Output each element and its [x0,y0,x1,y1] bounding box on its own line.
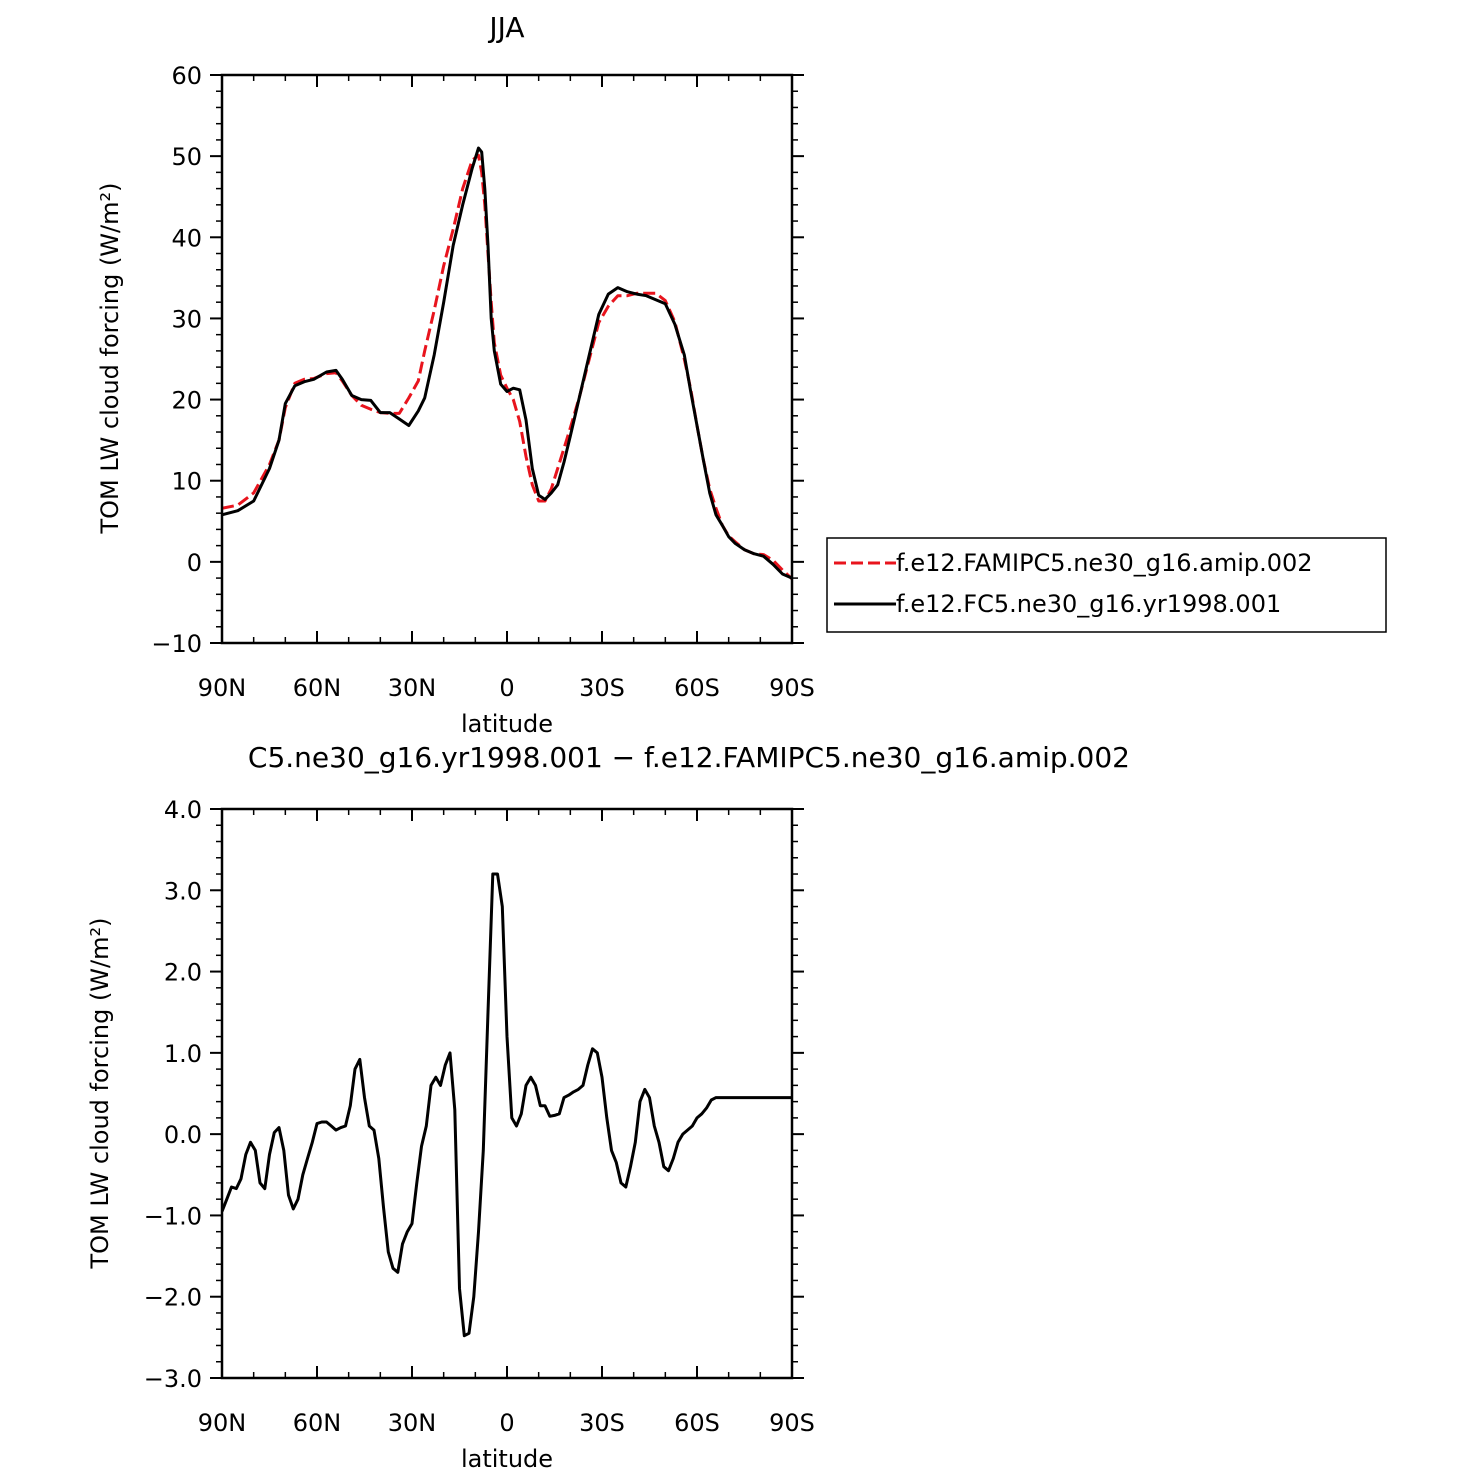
x-tick-label: 60N [293,1409,342,1437]
x-tick-label: 90N [198,674,247,702]
y-tick-label: 50 [171,143,202,171]
series-line-2 [222,146,792,580]
plot-frame [220,807,794,1380]
x-tick-label: 0 [499,674,514,702]
y-tick-label: 4.0 [164,796,202,824]
y-tick-label: 1.0 [164,1040,202,1068]
series-line-1 [222,153,792,580]
y-tick-label: −2.0 [144,1284,202,1312]
y-tick-label: 0 [187,549,202,577]
plot-frame [220,73,794,645]
legend-box [826,537,1387,633]
top-ylabel: TOM LW cloud forcing (W/m²) [96,183,124,535]
x-tick-label: 30S [579,1409,625,1437]
y-tick-label: 20 [171,387,202,415]
legend-label-fc5: f.e12.FC5.ne30_g16.yr1998.001 [896,590,1281,618]
y-tick-label: −3.0 [144,1365,202,1393]
bottom-xlabel: latitude [461,1445,553,1473]
x-tick-label: 30N [388,1409,437,1437]
top-xlabel: latitude [461,710,553,738]
top-title: JJA [487,11,524,44]
x-tick-label: 30N [388,674,437,702]
legend-label-amip: f.e12.FAMIPC5.ne30_g16.amip.002 [896,549,1313,577]
y-tick-label: −1.0 [144,1202,202,1230]
x-tick-label: 30S [579,674,625,702]
y-tick-label: 10 [171,468,202,496]
x-tick-label: 60N [293,674,342,702]
chart-2: 90N 60N 30N 0 30S 60S 90S 4.0 3.0 2.0 1.0 0.0 −1.0 −2… [144,796,815,1437]
y-tick-label: 2.0 [164,959,202,987]
series-line-1 [222,872,792,1338]
y-tick-label: 3.0 [164,877,202,905]
bottom-ylabel: TOM LW cloud forcing (W/m²) [86,918,114,1270]
y-tick-label: −10 [151,630,202,658]
bottom-title: C5.ne30_g16.yr1998.001 − f.e12.FAMIPC5.n… [248,741,1130,774]
y-tick-label: 40 [171,224,202,252]
x-tick-label: 90S [769,1409,815,1437]
x-tick-label: 90S [769,674,815,702]
y-tick-label: 30 [171,305,202,333]
y-tick-label: 0.0 [164,1121,202,1149]
y-tick-label: 60 [171,62,202,90]
legend: f.e12.FAMIPC5.ne30_g16.amip.002 f.e12.FC… [826,537,1387,633]
x-tick-label: 60S [674,1409,720,1437]
x-tick-label: 0 [499,1409,514,1437]
x-tick-label: 60S [674,674,720,702]
chart-1: 90N 60N 30N 0 30S 60S 90S 60 50 40 30 20 10 0 −10 [151,62,815,702]
x-tick-label: 90N [198,1409,247,1437]
